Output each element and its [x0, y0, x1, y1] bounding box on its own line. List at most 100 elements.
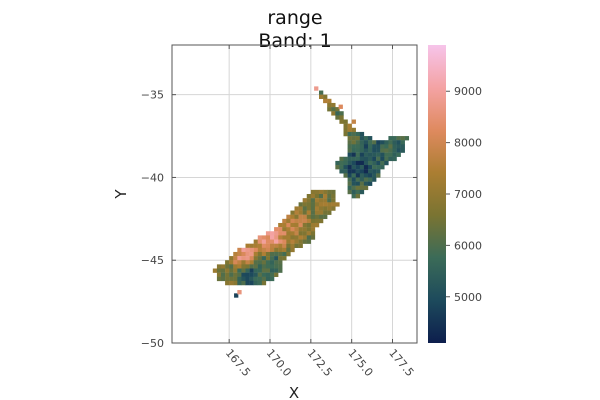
raster-cell: [359, 189, 365, 195]
raster-cell: [323, 206, 328, 211]
raster-cell: [253, 280, 258, 286]
raster-cell: [351, 140, 356, 145]
raster-cell: [314, 189, 320, 195]
raster-cell: [310, 202, 316, 207]
raster-cell: [294, 235, 299, 240]
raster-cell: [290, 231, 295, 236]
raster-cell: [298, 239, 303, 244]
raster-cell: [347, 181, 352, 186]
raster-cell: [327, 107, 332, 112]
raster-cell: [270, 276, 275, 282]
raster-cell: [274, 247, 279, 253]
raster-cell: [355, 169, 361, 174]
raster-cell: [339, 111, 344, 116]
raster-cell: [274, 264, 279, 269]
raster-cell: [221, 264, 226, 269]
raster-cell: [216, 276, 222, 282]
raster-cell: [372, 156, 377, 162]
raster-cell: [351, 194, 356, 199]
raster-cell: [274, 256, 279, 261]
raster-cell: [372, 169, 377, 174]
raster-cell: [302, 239, 307, 244]
raster-cell: [265, 260, 271, 265]
raster-cell: [294, 239, 299, 244]
raster-cell: [306, 218, 312, 224]
raster-cell: [302, 214, 307, 220]
raster-cell: [278, 260, 283, 265]
raster-cell: [237, 280, 242, 286]
raster-cell: [331, 102, 336, 108]
raster-cell: [225, 276, 230, 282]
raster-cell: [388, 156, 393, 162]
raster-cell: [363, 140, 369, 145]
raster-cell: [241, 256, 246, 261]
raster-cell: [343, 173, 348, 178]
raster-cell: [253, 251, 258, 257]
raster-cell: [343, 156, 348, 162]
raster-cell: [347, 165, 352, 170]
raster-cell: [298, 243, 303, 249]
raster-cell: [282, 247, 287, 253]
raster-cell: [331, 194, 336, 199]
colorbar-tick-label-0: 5000: [454, 291, 482, 304]
raster-cell: [290, 247, 295, 253]
raster-cell: [355, 156, 361, 162]
raster-cell: [216, 268, 222, 273]
raster-cell: [335, 115, 340, 120]
raster-cell: [237, 290, 242, 295]
raster-cell: [339, 156, 344, 162]
raster-cell: [368, 140, 373, 145]
raster-cell: [270, 243, 275, 249]
raster-cell: [343, 123, 348, 128]
raster-cell: [396, 140, 401, 145]
raster-cell: [286, 222, 291, 228]
raster-cell: [229, 276, 234, 282]
raster-cell: [396, 136, 401, 141]
x-axis-label: X: [289, 384, 299, 400]
raster-cell: [270, 235, 275, 240]
raster-cell: [265, 251, 271, 257]
raster-cell: [363, 165, 369, 170]
raster-cell: [359, 156, 365, 162]
raster-cell: [290, 227, 295, 232]
raster-cell: [355, 152, 361, 157]
raster-cell: [241, 251, 246, 257]
raster-cell: [253, 247, 258, 253]
raster-cell: [368, 177, 373, 182]
raster-cell: [290, 210, 295, 215]
raster-cell: [355, 160, 361, 166]
raster-cell: [278, 247, 283, 253]
raster-cell: [265, 243, 271, 249]
raster-cell: [274, 231, 279, 236]
raster-cell: [323, 98, 328, 104]
raster-cell: [319, 189, 324, 195]
raster-cell: [392, 152, 397, 157]
raster-cell: [229, 264, 234, 269]
raster-cell: [257, 247, 263, 253]
raster-cell: [368, 160, 373, 166]
raster-cell: [302, 218, 307, 224]
raster-cell: [359, 181, 365, 186]
raster-cell: [294, 218, 299, 224]
raster-cell: [298, 231, 303, 236]
raster-cell: [282, 222, 287, 228]
raster-cell: [298, 206, 303, 211]
raster-cell: [249, 268, 254, 273]
raster-cell: [327, 189, 332, 195]
raster-cell: [327, 202, 332, 207]
raster-cell: [306, 214, 312, 220]
raster-cell: [278, 243, 283, 249]
raster-cell: [265, 247, 271, 253]
raster-cell: [372, 177, 377, 182]
raster-cell: [241, 260, 246, 265]
x-tick-label-4: 177.5: [386, 347, 416, 379]
raster-cell: [380, 156, 385, 162]
raster-cell: [355, 177, 361, 182]
raster-cell: [372, 148, 377, 153]
raster-cell: [376, 152, 381, 157]
raster-cell: [257, 272, 263, 277]
raster-cell: [327, 194, 332, 199]
raster-cell: [343, 131, 348, 137]
raster-cell: [335, 202, 340, 207]
raster-cell: [261, 243, 267, 249]
